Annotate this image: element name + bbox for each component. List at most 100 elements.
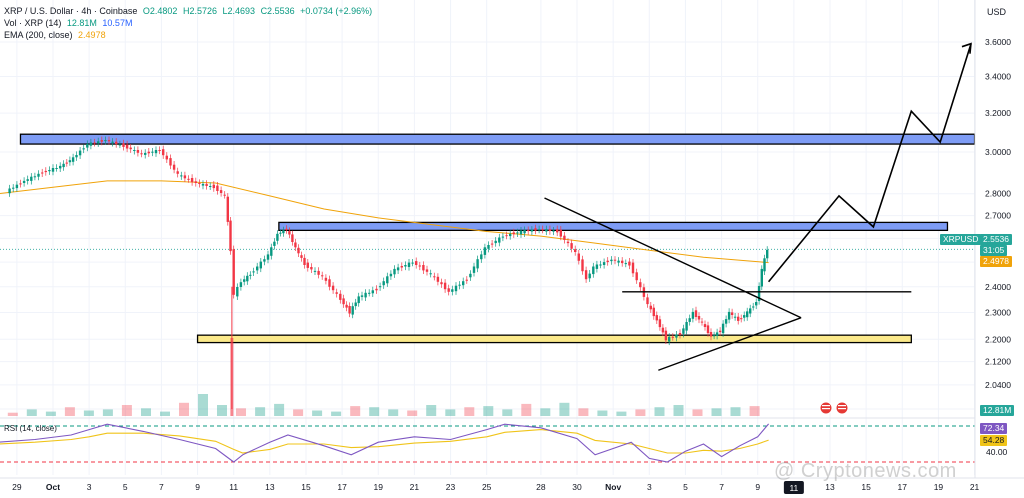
x-tick-label: 25 xyxy=(482,482,492,492)
candle-body xyxy=(348,306,351,314)
volume-bar xyxy=(711,408,722,416)
candle-body xyxy=(342,298,345,305)
candles xyxy=(8,136,769,346)
candle-body xyxy=(375,288,378,291)
x-tick-label: 17 xyxy=(337,482,347,492)
candle-body xyxy=(129,147,132,150)
candle-body xyxy=(321,275,324,277)
candle-body xyxy=(360,295,364,297)
watermark: @ Cryptonews.com xyxy=(774,460,957,482)
candle-body xyxy=(509,233,512,237)
candle-body xyxy=(577,253,580,261)
candle-body xyxy=(291,234,294,242)
candle-body xyxy=(8,188,11,194)
candle-body xyxy=(393,268,396,275)
candle-body xyxy=(44,170,47,173)
candle-body xyxy=(194,181,197,183)
candle-body xyxy=(552,230,555,232)
volume-spike-bar xyxy=(230,338,234,416)
ohlc-open: O2.4802 xyxy=(142,6,178,16)
candle-body xyxy=(183,175,187,179)
candle-body xyxy=(48,170,51,172)
support-zone xyxy=(196,334,912,344)
candle-body xyxy=(595,264,599,269)
x-tick-label: 21 xyxy=(970,482,980,492)
x-tick-label: 9 xyxy=(195,482,200,492)
rsi-ma-tag: 54.28 xyxy=(980,435,1008,446)
x-tick-label: 3 xyxy=(87,482,92,492)
candle-body xyxy=(505,235,508,237)
candle-body xyxy=(730,312,734,315)
x-tick-label: 30 xyxy=(572,482,582,492)
candle-body xyxy=(82,148,85,150)
candle-body xyxy=(252,271,255,273)
candle-body xyxy=(140,153,143,155)
volume-bar xyxy=(464,407,475,416)
candle-body xyxy=(407,262,411,267)
ohlc-change: +0.0734 (+2.96%) xyxy=(300,6,373,16)
candle-body xyxy=(559,229,562,237)
candle-body xyxy=(118,144,122,146)
candle-body xyxy=(652,307,655,317)
candle-body xyxy=(68,160,72,163)
candle-body xyxy=(718,330,722,333)
candle-body xyxy=(144,152,147,155)
volume-value-1: 12.81M xyxy=(66,18,97,28)
candle-body xyxy=(297,247,300,254)
candle-body xyxy=(107,140,111,142)
candle-body xyxy=(752,306,755,308)
volume-bar xyxy=(749,406,760,416)
candle-body xyxy=(688,318,691,322)
candle-body xyxy=(364,292,367,298)
candle-body xyxy=(351,306,354,315)
candle-body xyxy=(624,263,627,265)
candle-body xyxy=(65,162,68,164)
ema-line xyxy=(0,180,769,264)
candle-body xyxy=(12,187,15,189)
candle-body xyxy=(382,281,385,286)
candle-body xyxy=(133,150,136,151)
candle-body xyxy=(566,241,570,244)
candle-body xyxy=(306,262,309,268)
candle-body xyxy=(259,261,262,269)
candle-body xyxy=(574,249,577,252)
rsi-legend: RSI (14, close) xyxy=(4,424,60,433)
x-tick-label: Oct xyxy=(46,482,60,492)
candle-body xyxy=(425,269,429,272)
volume-bar xyxy=(255,407,266,416)
candle-body xyxy=(345,304,348,308)
volume-legend: Vol · XRP (14) 12.81M 10.57M xyxy=(4,18,135,28)
volume-bar xyxy=(45,411,56,416)
candle-body xyxy=(646,297,649,305)
symbol-title: XRP / U.S. Dollar · 4h · Coinbase xyxy=(4,6,138,16)
volume-bar xyxy=(445,409,456,416)
y-tick-label: 3.6000 xyxy=(985,37,1011,47)
candle-body xyxy=(104,140,107,142)
x-tick-label: 5 xyxy=(683,482,688,492)
candle-body xyxy=(386,276,389,284)
candle-body xyxy=(766,249,769,259)
candle-body xyxy=(232,249,235,295)
candle-body xyxy=(724,319,728,324)
candle-body xyxy=(263,259,266,262)
candle-body xyxy=(501,236,505,238)
volume-bar xyxy=(654,407,665,416)
last-price-tag: 2.5536 xyxy=(980,234,1012,245)
volume-bar xyxy=(7,412,18,416)
candle-body xyxy=(371,290,374,294)
volume-bar xyxy=(540,408,551,416)
candle-body xyxy=(285,228,288,231)
candle-body xyxy=(223,194,226,196)
candle-body xyxy=(33,176,37,178)
candle-body xyxy=(512,232,515,235)
x-tick-label: 19 xyxy=(934,482,944,492)
volume-bar xyxy=(217,405,227,416)
ema-price-tag: 2.4978 xyxy=(980,256,1012,267)
candle-body xyxy=(100,140,103,142)
x-tick-label: 15 xyxy=(301,482,311,492)
ema-label: EMA (200, close) xyxy=(4,30,73,40)
candle-body xyxy=(400,266,403,268)
candle-body xyxy=(317,270,320,275)
